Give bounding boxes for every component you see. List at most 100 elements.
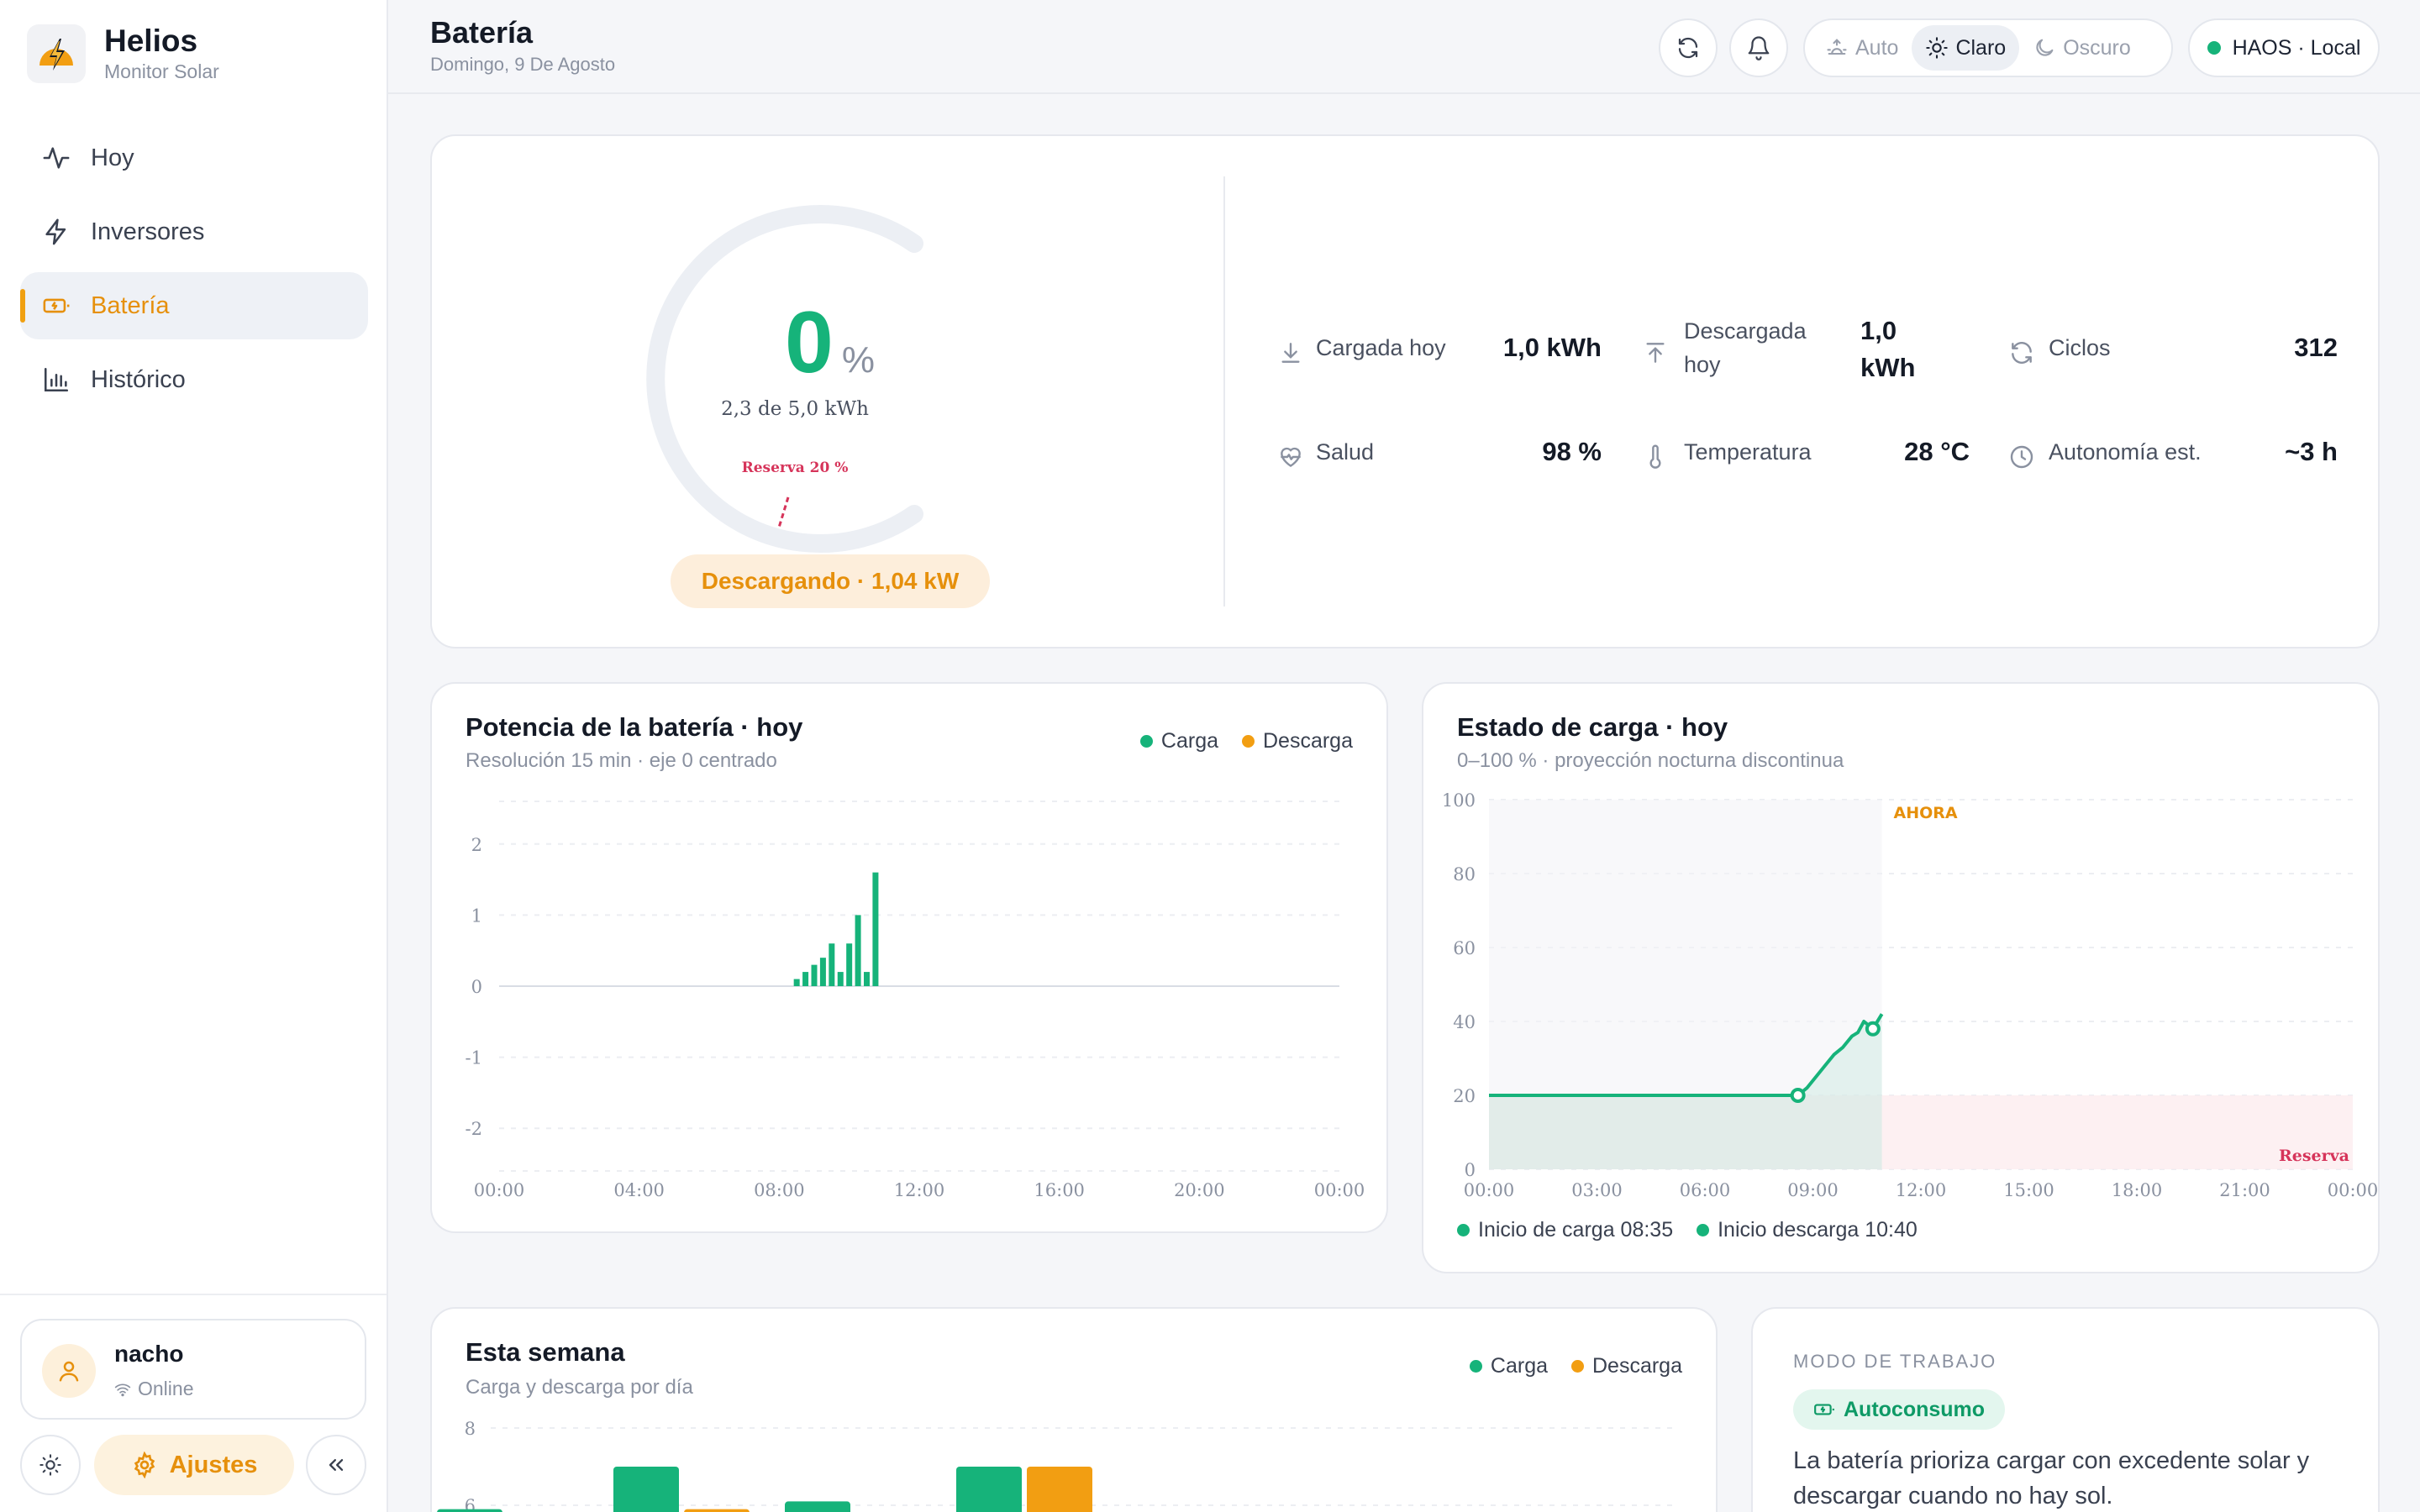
gauge-track [646, 205, 923, 553]
work-mode-heading: MODO DE TRABAJO [1793, 1351, 1997, 1372]
work-mode-description: La batería prioriza cargar con excedente… [1793, 1447, 2310, 1509]
charge-bar [872, 872, 879, 986]
work-mode-label: Autoconsumo [1844, 1397, 1986, 1421]
charge-bar [437, 1509, 502, 1512]
theme-option-oscuro[interactable]: Oscuro [2019, 25, 2144, 71]
notifications-button[interactable] [1729, 18, 1788, 77]
charge-bar [811, 964, 818, 986]
x-tick-label: 18:00 [2112, 1180, 2163, 1200]
x-tick-label: 00:00 [474, 1180, 525, 1200]
settings-button[interactable]: Ajustes [94, 1435, 294, 1495]
theme-option-auto[interactable]: Auto [1812, 25, 1912, 71]
y-tick-label: 100 [1442, 790, 1476, 811]
stat-value: ~3 h [2285, 437, 2338, 466]
card-title: Potencia de la batería · hoy [466, 712, 803, 742]
legend-item-descarga: Descarga [1571, 1354, 1682, 1378]
charge-bar [855, 915, 861, 986]
app-name: Helios [104, 24, 198, 58]
theme-option-label: Auto [1855, 35, 1899, 60]
legend-item-carga: Carga [1139, 729, 1218, 753]
battery-power-card: Potencia de la batería · hoy Resolución … [430, 682, 1388, 1233]
past-zone [1489, 800, 1882, 1169]
collapse-sidebar-button[interactable] [306, 1435, 366, 1495]
battery-status-badge: Descargando · 1,04 kW [671, 554, 990, 608]
upload-icon [1646, 343, 1665, 363]
chevrons-left-icon [329, 1459, 344, 1471]
x-tick-label: 00:00 [1464, 1180, 1515, 1200]
sidebar-actions: Ajustes [20, 1435, 366, 1495]
app-subtitle: Monitor Solar [104, 60, 219, 82]
page-date: Domingo, 9 De Agosto [430, 54, 616, 75]
x-tick-label: 00:00 [1314, 1180, 1365, 1200]
reserve-label: Reserva 20 % [742, 459, 849, 476]
y-tick-label: 80 [1453, 864, 1476, 885]
user-status-text: Online [138, 1378, 194, 1399]
work-mode-badge[interactable]: Autoconsumo [1793, 1389, 2006, 1430]
soc-percentage-unit: % [841, 339, 875, 381]
nav-item-hoy[interactable]: Hoy [20, 124, 368, 192]
user-card[interactable]: nacho Online [20, 1319, 366, 1420]
event-marker [1865, 1021, 1881, 1037]
event-charge-start: Inicio de carga 08:35 [1457, 1218, 1673, 1242]
y-tick-label: 0 [1465, 1160, 1476, 1180]
charge-bar [785, 1501, 850, 1512]
charge-bar [837, 972, 844, 986]
chart-legend: Carga Descarga [1446, 1354, 1682, 1378]
nav-item-bateria[interactable]: Batería [20, 272, 368, 339]
y-tick-label: 20 [1453, 1086, 1476, 1106]
nav-item-inversores[interactable]: Inversores [20, 198, 368, 265]
x-tick-label: 12:00 [894, 1180, 945, 1200]
brand[interactable]: Helios Monitor Solar [27, 24, 219, 84]
nav-label: Hoy [91, 144, 134, 171]
sun-bolt-logo-icon [27, 24, 86, 83]
thermometer-icon [1649, 444, 1661, 469]
y-tick-label: 40 [1453, 1012, 1476, 1032]
state-of-charge-card: Estado de carga · hoy 0–100 % · proyecci… [1422, 682, 2380, 1273]
sunrise-icon [1827, 39, 1847, 55]
connection-status[interactable]: HAOS · Local [2188, 18, 2380, 77]
refresh-button[interactable] [1659, 18, 1718, 77]
y-tick-label: 8 [465, 1419, 476, 1439]
theme-option-label: Claro [1955, 35, 2007, 60]
x-tick-label: 06:00 [1680, 1180, 1731, 1200]
cycle-icon [2012, 342, 2032, 364]
theme-option-claro[interactable]: Claro [1912, 25, 2020, 71]
x-tick-label: 16:00 [1034, 1180, 1085, 1200]
reserve-marker [777, 496, 790, 528]
theme-toggle-button[interactable] [20, 1435, 81, 1495]
x-tick-label: 03:00 [1571, 1180, 1623, 1200]
y-tick-label: 0 [471, 977, 482, 997]
sidebar-footer: nacho Online Ajustes [0, 1294, 387, 1512]
charge-bar [793, 979, 800, 986]
battery-icon [40, 290, 72, 322]
work-mode-card: MODO DE TRABAJO Autoconsumo La batería p… [1751, 1307, 2380, 1512]
top-header: Batería Domingo, 9 De Agosto Auto Claro … [388, 0, 2420, 94]
charge-bar [613, 1467, 679, 1512]
nav-item-historico[interactable]: Histórico [20, 346, 368, 413]
stat-value: 98 % [1542, 437, 1602, 466]
y-tick-label: -1 [466, 1048, 482, 1068]
heart-pulse-icon [1281, 447, 1301, 467]
soc-line [1489, 1013, 1884, 1097]
stat-value: 1,0 kWh [1502, 333, 1602, 362]
download-icon [1281, 343, 1300, 363]
x-tick-label: 15:00 [2003, 1180, 2054, 1200]
legend-label: Carga [1490, 1354, 1548, 1378]
stat-value: 312 [2294, 333, 2338, 362]
gear-icon [134, 1452, 155, 1478]
bolt-icon [40, 216, 72, 248]
reserve-label: Reserva [2279, 1147, 2349, 1165]
user-status: Online [114, 1378, 193, 1400]
bar-chart-icon [40, 364, 72, 396]
discharge-bar [684, 1509, 750, 1512]
legend-item-carga: Carga [1469, 1354, 1548, 1378]
week-card: Esta semana Carga y descarga por día Car… [430, 1307, 1718, 1512]
soc-events: Inicio de carga 08:35 Inicio descarga 10… [1457, 1218, 1918, 1242]
x-tick-label: 21:00 [2219, 1180, 2270, 1200]
stat-value: 1,0 kWh [1860, 316, 1916, 382]
theme-option-label: Oscuro [2063, 35, 2131, 60]
card-subtitle: 0–100 % · proyección nocturna discontinu… [1457, 749, 1844, 772]
soc-gauge: 0 % 2,3 de 5,0 kWh Reserva 20 % [646, 205, 923, 553]
y-tick-label: 6 [465, 1496, 476, 1512]
